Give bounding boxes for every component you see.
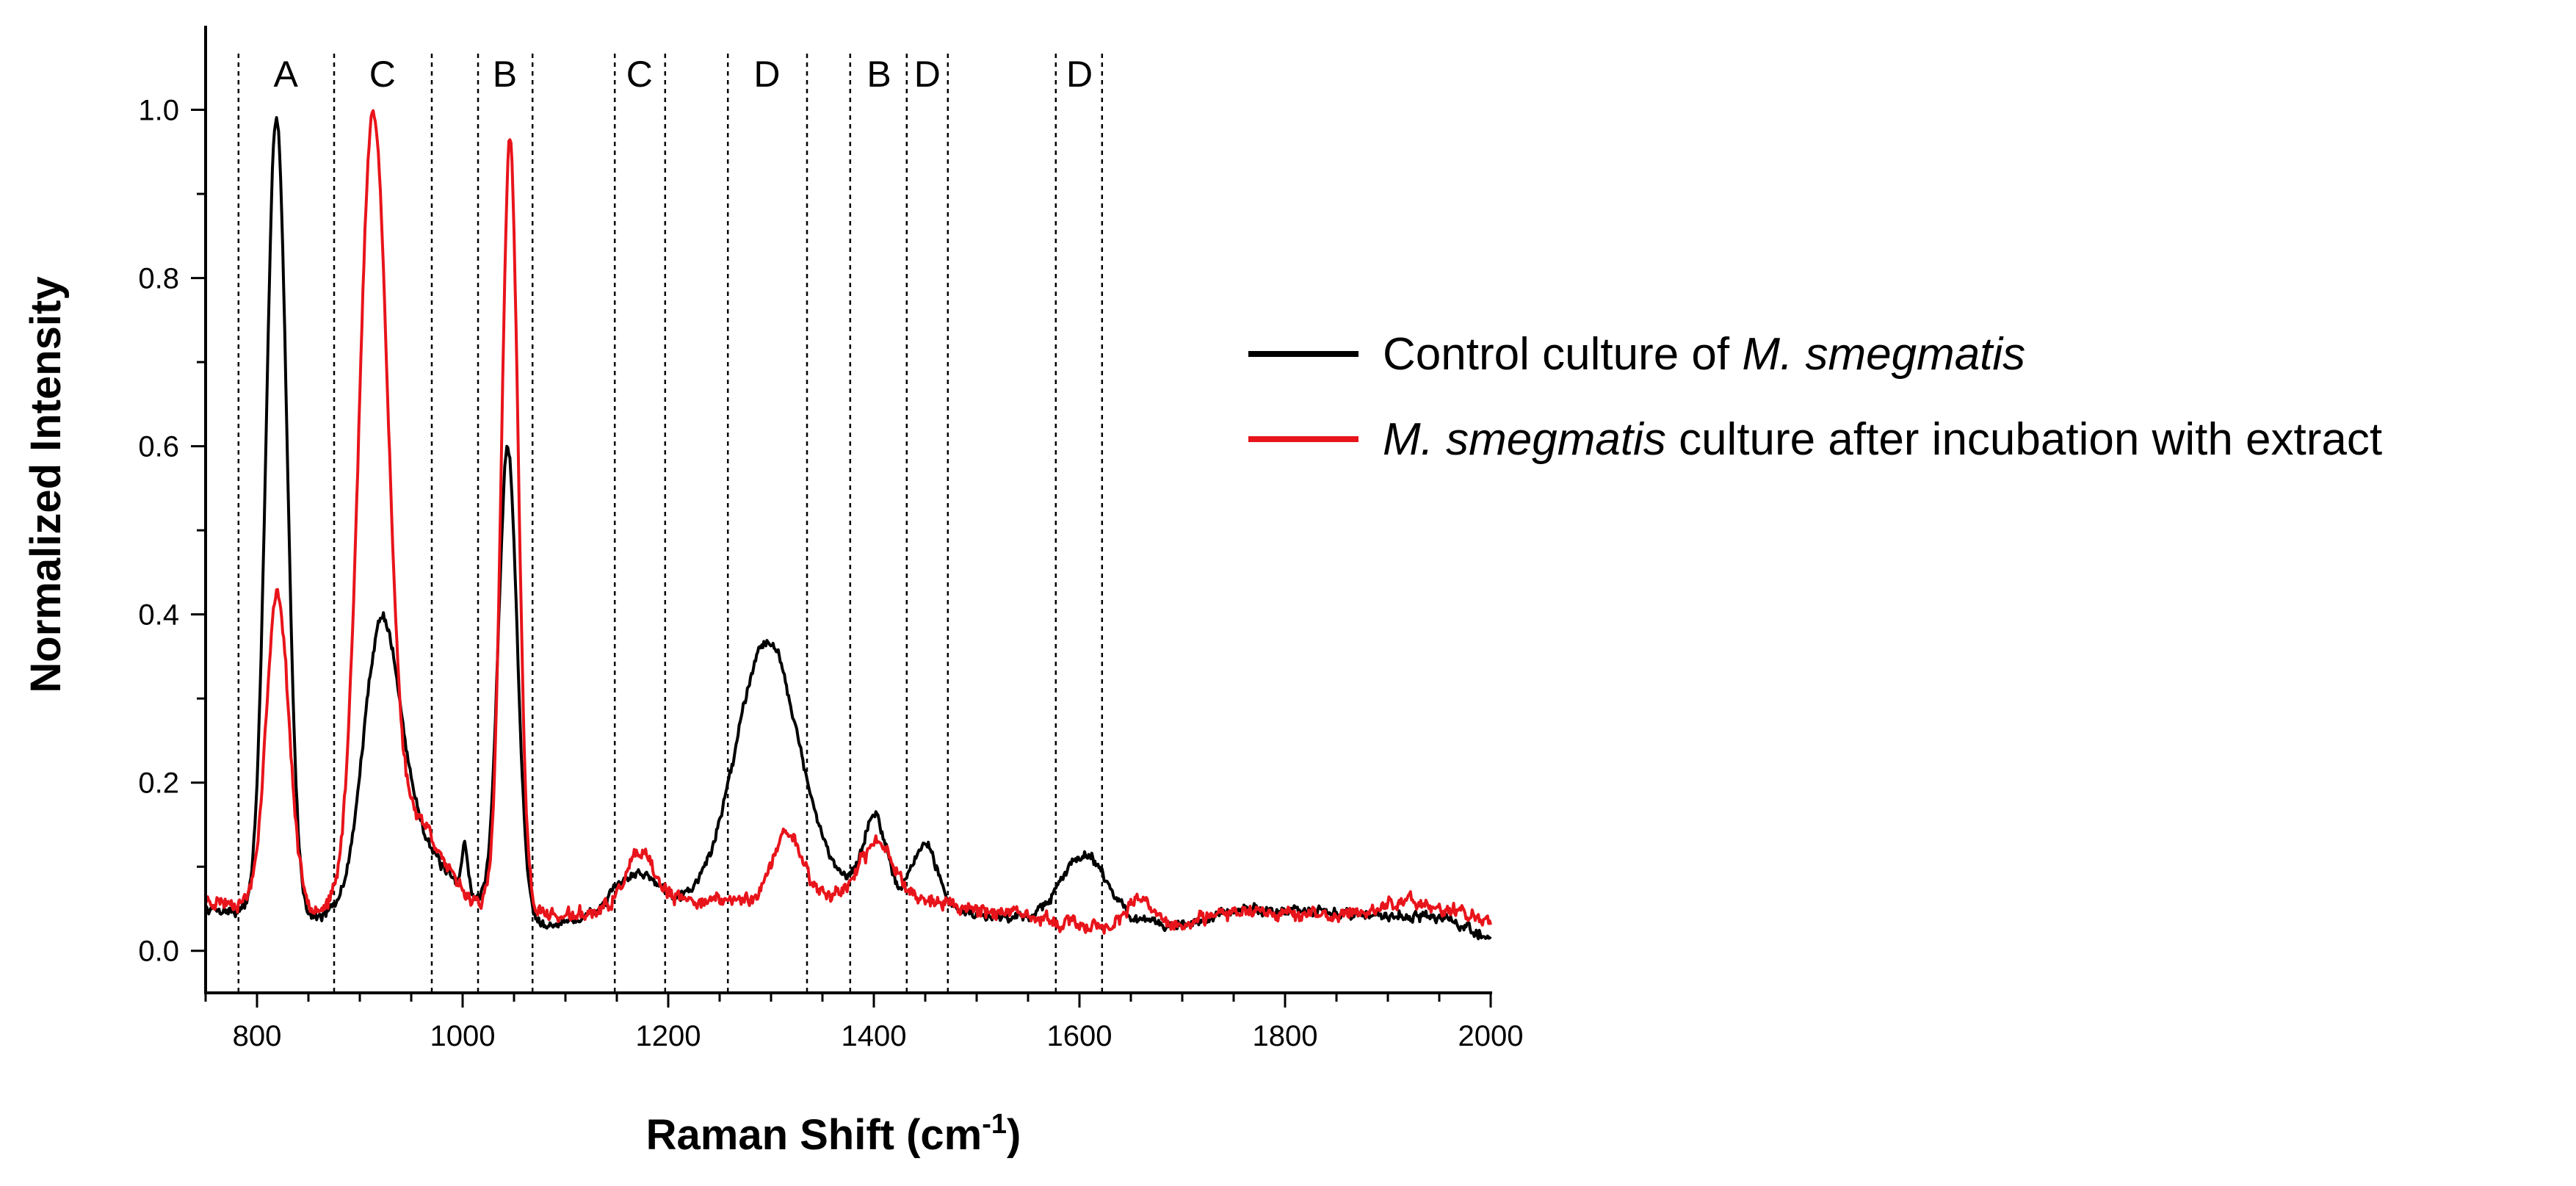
- legend-text-part: M. smegmatis: [1742, 329, 2025, 380]
- legend-text-part: culture after incubation with extract: [1666, 414, 2382, 465]
- x-axis-title: Raman Shift (cm-1): [646, 1109, 1021, 1159]
- x-tick-label: 1400: [842, 1020, 907, 1052]
- legend-entry-label: M. smegmatis culture after incubation wi…: [1383, 414, 2382, 465]
- y-tick-label: 0.8: [138, 263, 179, 295]
- region-lines-group: [237, 54, 1104, 993]
- x-tick-label: 1000: [430, 1020, 496, 1052]
- x-ticks-group: 800 1000 1200 1400 1600 1800 2000: [204, 993, 1524, 1052]
- legend-entry-label: Control culture of M. smegmatis: [1383, 329, 2025, 380]
- x-axis-title-close: ): [1007, 1111, 1021, 1159]
- y-tick-label: 0.4: [138, 599, 179, 632]
- region-label: D: [753, 54, 780, 95]
- x-tick-label: 2000: [1458, 1020, 1524, 1052]
- y-ticks-group: 0.0 0.2 0.4 0.6 0.8 1.0: [138, 95, 206, 968]
- x-axis-title-text: Raman Shift (cm: [646, 1111, 983, 1159]
- series-line-control: [204, 116, 1492, 941]
- y-tick-label: 0.6: [138, 431, 179, 463]
- x-tick-label: 1800: [1253, 1020, 1318, 1052]
- region-label: D: [914, 54, 941, 95]
- y-tick-label: 1.0: [138, 95, 179, 127]
- y-axis-title: Normalized Intensity: [22, 276, 70, 693]
- region-label: A: [274, 54, 299, 95]
- x-tick-label: 1600: [1047, 1020, 1112, 1052]
- x-tick-label: 800: [233, 1020, 282, 1052]
- legend-text-part: Control culture of: [1383, 329, 1742, 380]
- region-label: C: [369, 54, 396, 95]
- region-label: D: [1066, 54, 1093, 95]
- series-group: [204, 109, 1492, 941]
- y-tick-label: 0.0: [138, 936, 179, 968]
- series-line-extract: [204, 109, 1492, 935]
- region-label: C: [626, 54, 653, 95]
- axes-group: [204, 26, 1492, 994]
- region-label: B: [866, 54, 891, 95]
- legend-text-part: M. smegmatis: [1383, 414, 1666, 465]
- y-tick-label: 0.2: [138, 767, 179, 800]
- x-axis-title-superscript: -1: [982, 1109, 1007, 1140]
- x-tick-label: 1200: [636, 1020, 701, 1052]
- region-label: B: [493, 54, 517, 95]
